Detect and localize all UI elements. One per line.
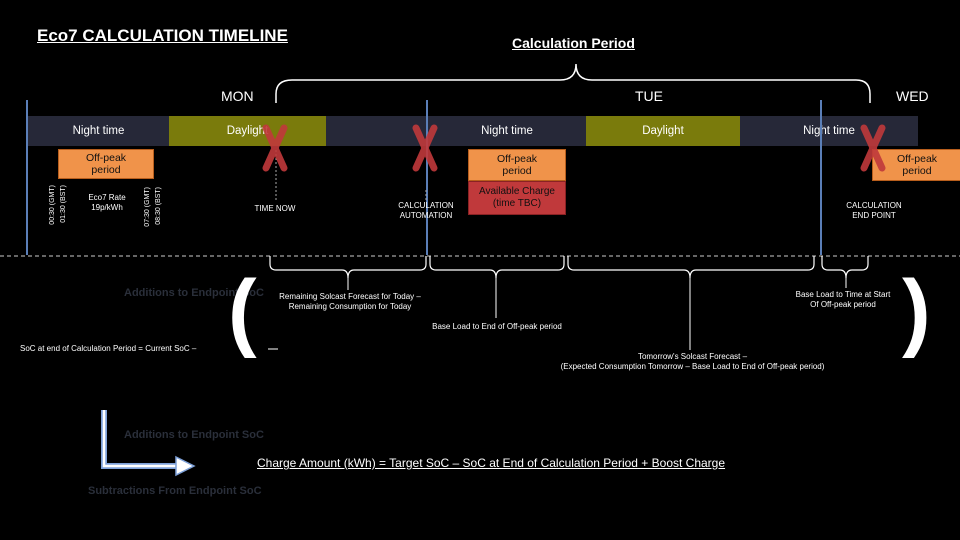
calc-end-line1: CALCULATION xyxy=(846,201,902,210)
offpeak-box-wed: Off-peak period xyxy=(872,149,960,181)
brace-offpeak xyxy=(429,256,565,279)
eco7-rate-value: 19p/kWh xyxy=(91,203,123,212)
annotation-solcast-today: Remaining Solcast Forecast for Today – R… xyxy=(270,292,430,312)
calculation-period-brace xyxy=(275,63,871,103)
band-daylight-2: Daylight xyxy=(586,116,740,146)
brace-tomorrow xyxy=(567,256,815,279)
solcast-today-line2: Remaining Consumption for Today xyxy=(288,302,412,311)
brace-wed xyxy=(821,256,869,279)
band-daylight-1: Daylight xyxy=(169,116,326,146)
open-parenthesis: ( xyxy=(228,263,257,359)
available-charge-line1: Available Charge xyxy=(479,186,555,197)
calc-end-line2: END POINT xyxy=(852,211,896,220)
calc-auto-line2: AUTOMATION xyxy=(399,211,453,220)
close-parenthesis: ) xyxy=(902,263,931,359)
formula-arrow-icon xyxy=(101,410,196,477)
offpeak-line1: Off-peak xyxy=(496,153,538,165)
solcast-today-line1: Remaining Solcast Forecast for Today – xyxy=(279,292,421,301)
offpeak-box-mon: Off-peak period xyxy=(58,149,154,179)
annotation-base-load-start: Base Load to Time at Start Of Off-peak p… xyxy=(778,290,908,310)
time-now-x-marker xyxy=(262,124,288,172)
page-title: Eco7 CALCULATION TIMELINE xyxy=(37,26,288,45)
annotation-soc-end: SoC at end of Calculation Period = Curre… xyxy=(20,344,197,353)
brace-today xyxy=(269,256,427,279)
day-label-tue: TUE xyxy=(635,88,663,104)
offpeak-box-tue: Off-peak period xyxy=(468,149,566,181)
tomorrow-line1: Tomorrow's Solcast Forecast – xyxy=(637,352,748,361)
ghost-subtractions-label: Subtractions From Endpoint SoC xyxy=(88,485,262,497)
charge-amount-formula: Charge Amount (kWh) = Target SoC – SoC a… xyxy=(257,456,726,470)
band-night-2: Night time xyxy=(428,116,586,146)
calc-automation-x-marker xyxy=(412,124,438,172)
offpeak-line2: period xyxy=(91,164,121,176)
annotation-tomorrow-forecast: Tomorrow's Solcast Forecast – (Expected … xyxy=(520,352,865,372)
band-night-mon-evening xyxy=(326,116,426,146)
band-night-3: Night time xyxy=(740,116,918,146)
base-load-start-line1: Base Load to Time at Start xyxy=(795,290,891,299)
annotation-base-load-end: Base Load to End of Off-peak period xyxy=(432,322,562,331)
available-charge-box: Available Charge (time TBC) xyxy=(468,181,566,215)
available-charge-line2: (time TBC) xyxy=(492,198,542,209)
marker-calculation-end-point: CALCULATION END POINT xyxy=(836,201,912,221)
calc-auto-line1: CALCULATION xyxy=(398,201,454,210)
divider-tue xyxy=(426,100,428,255)
eco7-rate-label: Eco7 Rate xyxy=(88,193,126,202)
marker-time-now: TIME NOW xyxy=(254,204,296,213)
base-load-start-line2: Of Off-peak period xyxy=(810,300,876,309)
calculation-period-title: Calculation Period xyxy=(512,35,635,51)
offpeak-line2: period xyxy=(502,165,532,177)
day-label-wed: WED xyxy=(896,88,929,104)
divider-wed xyxy=(820,100,822,255)
eco7-rate: Eco7 Rate 19p/kWh xyxy=(80,193,134,213)
offpeak-line1: Off-peak xyxy=(85,152,127,164)
marker-calculation-automation: CALCULATION AUTOMATION xyxy=(391,201,461,221)
calc-end-x-marker xyxy=(860,124,886,172)
offpeak-line2: period xyxy=(902,165,932,177)
offpeak-line1: Off-peak xyxy=(896,153,938,165)
ghost-additions-label-2: Additions to Endpoint SoC xyxy=(124,429,264,441)
ghost-additions-label-1: Additions to Endpoint SoC xyxy=(124,287,264,299)
day-label-mon: MON xyxy=(221,88,254,104)
divider-mon xyxy=(26,100,28,255)
tomorrow-line2: (Expected Consumption Tomorrow – Base Lo… xyxy=(560,362,825,371)
band-night-1: Night time xyxy=(28,116,169,146)
